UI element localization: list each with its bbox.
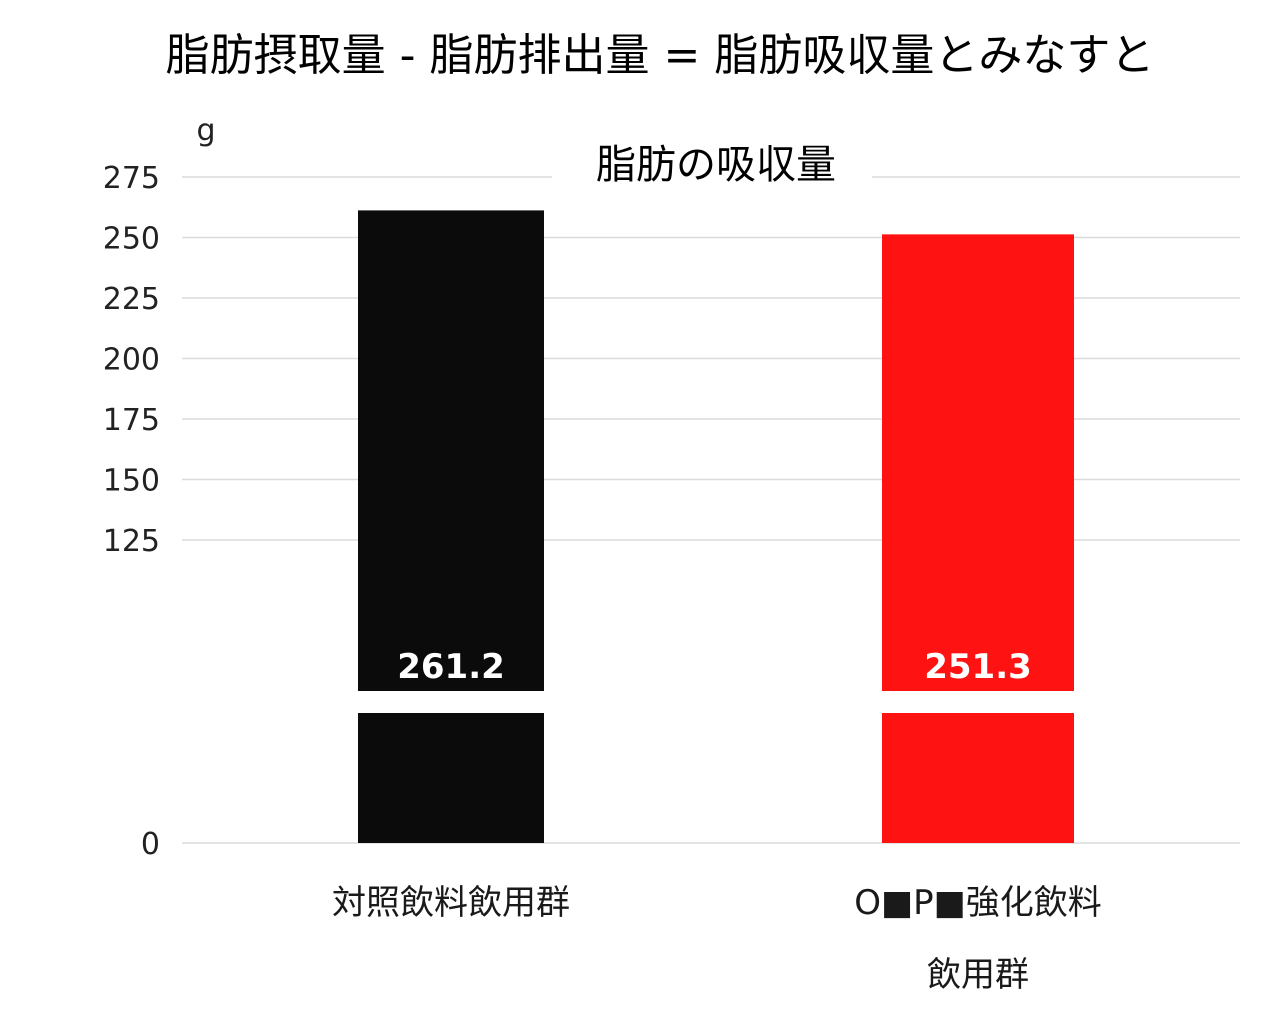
category-label: O■P■強化飲料 bbox=[854, 883, 1102, 923]
y-tick-label: 150 bbox=[103, 464, 160, 499]
chart-title: 脂肪の吸収量 bbox=[596, 142, 836, 188]
bar-2-lower bbox=[882, 713, 1074, 843]
y-tick-label: 125 bbox=[103, 524, 160, 559]
bar-2-upper bbox=[882, 234, 1074, 691]
data-label: 261.2 bbox=[397, 647, 505, 687]
y-tick-label: 175 bbox=[103, 403, 160, 438]
gridlines bbox=[182, 176, 1240, 844]
data-label: 251.3 bbox=[924, 647, 1032, 687]
bar-1-upper bbox=[358, 210, 544, 691]
y-unit-label: g bbox=[196, 113, 215, 148]
chart-title-backdrop bbox=[552, 135, 872, 197]
category-label: 対照飲料飲用群 bbox=[332, 883, 570, 923]
y-tick-label: 225 bbox=[103, 282, 160, 317]
category-label: 飲用群 bbox=[927, 955, 1029, 995]
y-tick-label: 0 bbox=[141, 827, 160, 862]
bar-1-lower bbox=[358, 713, 544, 843]
bars bbox=[358, 210, 1074, 843]
page-title: 脂肪摂取量 - 脂肪排出量 = 脂肪吸収量とみなすと bbox=[166, 30, 1155, 81]
y-tick-label: 200 bbox=[103, 343, 160, 378]
y-tick-label: 275 bbox=[103, 161, 160, 196]
y-axis: 0 125 150 175 200 225 250 275 g bbox=[103, 113, 216, 862]
y-tick-label: 250 bbox=[103, 222, 160, 257]
